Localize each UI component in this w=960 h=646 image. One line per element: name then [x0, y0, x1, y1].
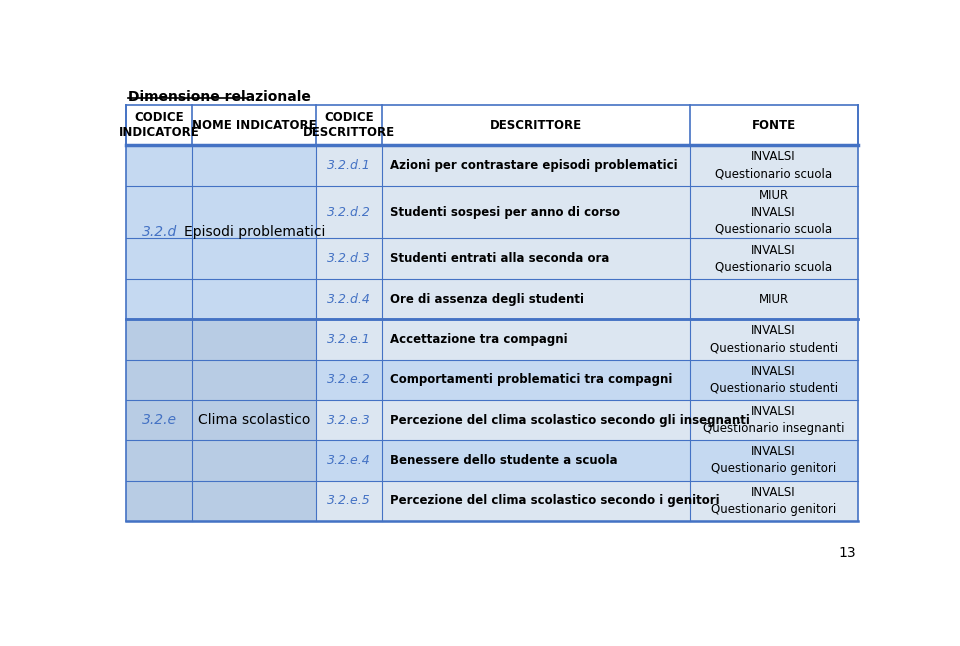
- Bar: [317, 400, 382, 441]
- Bar: [317, 185, 382, 238]
- Text: 3.2.e.4: 3.2.e.4: [327, 454, 372, 467]
- Text: Clima scolastico: Clima scolastico: [198, 413, 310, 427]
- Bar: [382, 481, 689, 521]
- Text: MIUR: MIUR: [758, 293, 789, 306]
- Bar: [382, 360, 689, 400]
- Text: Percezione del clima scolastico secondo gli insegnanti: Percezione del clima scolastico secondo …: [390, 413, 750, 426]
- Text: Comportamenti problematici tra compagni: Comportamenti problematici tra compagni: [390, 373, 672, 386]
- Bar: [689, 145, 858, 185]
- Bar: [689, 481, 858, 521]
- Text: NOME INDICATORE: NOME INDICATORE: [192, 119, 317, 132]
- Text: Studenti sospesi per anno di corso: Studenti sospesi per anno di corso: [390, 205, 620, 218]
- Bar: [689, 279, 858, 319]
- Text: 3.2.e.1: 3.2.e.1: [327, 333, 372, 346]
- Bar: [689, 441, 858, 481]
- Text: 3.2.d: 3.2.d: [141, 225, 177, 239]
- Bar: [382, 145, 689, 185]
- Bar: [689, 238, 858, 279]
- Bar: [317, 279, 382, 319]
- Text: CODICE
INDICATORE: CODICE INDICATORE: [119, 111, 200, 140]
- Bar: [126, 145, 192, 319]
- Bar: [382, 105, 689, 145]
- Text: 3.2.e: 3.2.e: [142, 413, 177, 427]
- Text: INVALSI
Questionario genitori: INVALSI Questionario genitori: [711, 446, 836, 475]
- Bar: [317, 441, 382, 481]
- Bar: [317, 360, 382, 400]
- Text: DESCRITTORE: DESCRITTORE: [490, 119, 582, 132]
- Text: Azioni per contrastare episodi problematici: Azioni per contrastare episodi problemat…: [390, 159, 678, 172]
- Bar: [317, 238, 382, 279]
- Bar: [382, 400, 689, 441]
- Bar: [382, 185, 689, 238]
- Text: INVALSI
Questionario scuola: INVALSI Questionario scuola: [715, 244, 832, 274]
- Text: 3.2.d.4: 3.2.d.4: [327, 293, 372, 306]
- Bar: [689, 319, 858, 360]
- Bar: [317, 105, 382, 145]
- Text: MIUR
INVALSI
Questionario scuola: MIUR INVALSI Questionario scuola: [715, 189, 832, 236]
- Bar: [382, 441, 689, 481]
- Text: INVALSI
Questionario scuola: INVALSI Questionario scuola: [715, 151, 832, 180]
- Text: 3.2.d.1: 3.2.d.1: [327, 159, 372, 172]
- Text: INVALSI
Questionario insegnanti: INVALSI Questionario insegnanti: [703, 405, 845, 435]
- Text: 3.2.e.5: 3.2.e.5: [327, 494, 372, 507]
- Text: 13: 13: [839, 545, 856, 559]
- Bar: [192, 105, 317, 145]
- Text: Dimensione relazionale: Dimensione relazionale: [128, 90, 311, 104]
- Text: FONTE: FONTE: [752, 119, 796, 132]
- Text: 3.2.d.3: 3.2.d.3: [327, 252, 372, 265]
- Bar: [689, 185, 858, 238]
- Text: 3.2.e.3: 3.2.e.3: [327, 413, 372, 426]
- Text: Percezione del clima scolastico secondo i genitori: Percezione del clima scolastico secondo …: [390, 494, 720, 507]
- Bar: [192, 319, 317, 521]
- Bar: [689, 400, 858, 441]
- Text: Episodi problematici: Episodi problematici: [183, 225, 324, 239]
- Bar: [382, 238, 689, 279]
- Text: Accettazione tra compagni: Accettazione tra compagni: [390, 333, 567, 346]
- Bar: [382, 279, 689, 319]
- Bar: [192, 145, 317, 319]
- Text: Studenti entrati alla seconda ora: Studenti entrati alla seconda ora: [390, 252, 610, 265]
- Bar: [317, 145, 382, 185]
- Bar: [689, 360, 858, 400]
- Text: Benessere dello studente a scuola: Benessere dello studente a scuola: [390, 454, 617, 467]
- Text: 3.2.e.2: 3.2.e.2: [327, 373, 372, 386]
- Bar: [317, 319, 382, 360]
- Text: 3.2.d.2: 3.2.d.2: [327, 205, 372, 218]
- Bar: [317, 481, 382, 521]
- Bar: [382, 319, 689, 360]
- Text: INVALSI
Questionario studenti: INVALSI Questionario studenti: [709, 324, 838, 355]
- Text: Ore di assenza degli studenti: Ore di assenza degli studenti: [390, 293, 584, 306]
- Text: INVALSI
Questionario genitori: INVALSI Questionario genitori: [711, 486, 836, 516]
- Bar: [126, 105, 192, 145]
- Text: CODICE
DESCRITTORE: CODICE DESCRITTORE: [303, 111, 396, 140]
- Bar: [126, 319, 192, 521]
- Bar: [689, 105, 858, 145]
- Text: INVALSI
Questionario studenti: INVALSI Questionario studenti: [709, 365, 838, 395]
